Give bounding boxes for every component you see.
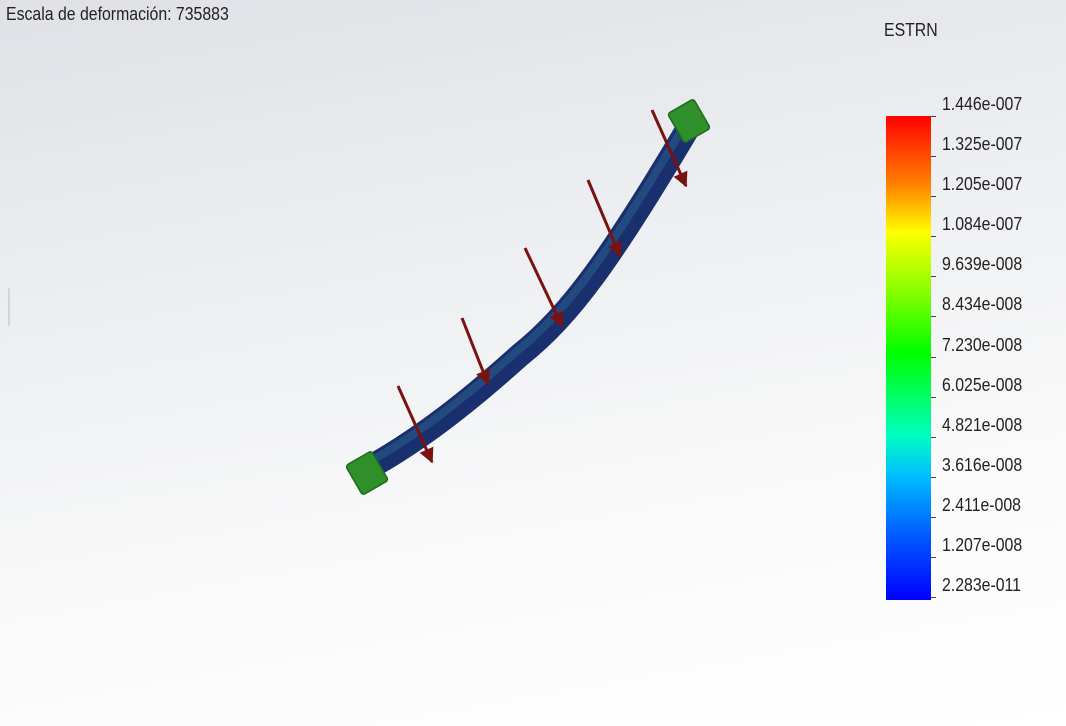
legend-label: 1.325e-007 — [942, 134, 1022, 155]
legend-title: ESTRN — [884, 20, 938, 41]
legend-label: 2.411e-008 — [942, 495, 1021, 516]
deformation-scale: Escala de deformación: 735883 — [6, 4, 229, 25]
legend-label: 1.084e-007 — [942, 214, 1022, 235]
legend-tick — [931, 517, 936, 518]
legend-label: 1.446e-007 — [942, 94, 1022, 115]
legend-tick — [931, 397, 936, 398]
legend-tick — [931, 597, 936, 598]
legend-tick — [931, 236, 936, 237]
legend-tick — [931, 156, 936, 157]
legend-tick — [931, 316, 936, 317]
viewport: Escala de deformación: 735883 ESTRN 1.44… — [0, 0, 1066, 726]
legend-label: 8.434e-008 — [942, 294, 1022, 315]
legend-tick — [931, 477, 936, 478]
legend-tick — [931, 357, 936, 358]
legend-tick — [931, 557, 936, 558]
legend-tick — [931, 437, 936, 438]
legend-label: 4.821e-008 — [942, 415, 1022, 436]
legend-label: 2.283e-011 — [942, 575, 1021, 596]
legend-tick — [931, 196, 936, 197]
legend-label: 6.025e-008 — [942, 375, 1022, 396]
legend-tick — [931, 116, 936, 117]
legend-label: 1.205e-007 — [942, 174, 1022, 195]
legend-label: 7.230e-008 — [942, 335, 1022, 356]
colorbar — [886, 116, 931, 600]
legend-label: 9.639e-008 — [942, 254, 1022, 275]
legend-tick — [931, 276, 936, 277]
legend-label: 1.207e-008 — [942, 535, 1022, 556]
legend-label: 3.616e-008 — [942, 455, 1022, 476]
